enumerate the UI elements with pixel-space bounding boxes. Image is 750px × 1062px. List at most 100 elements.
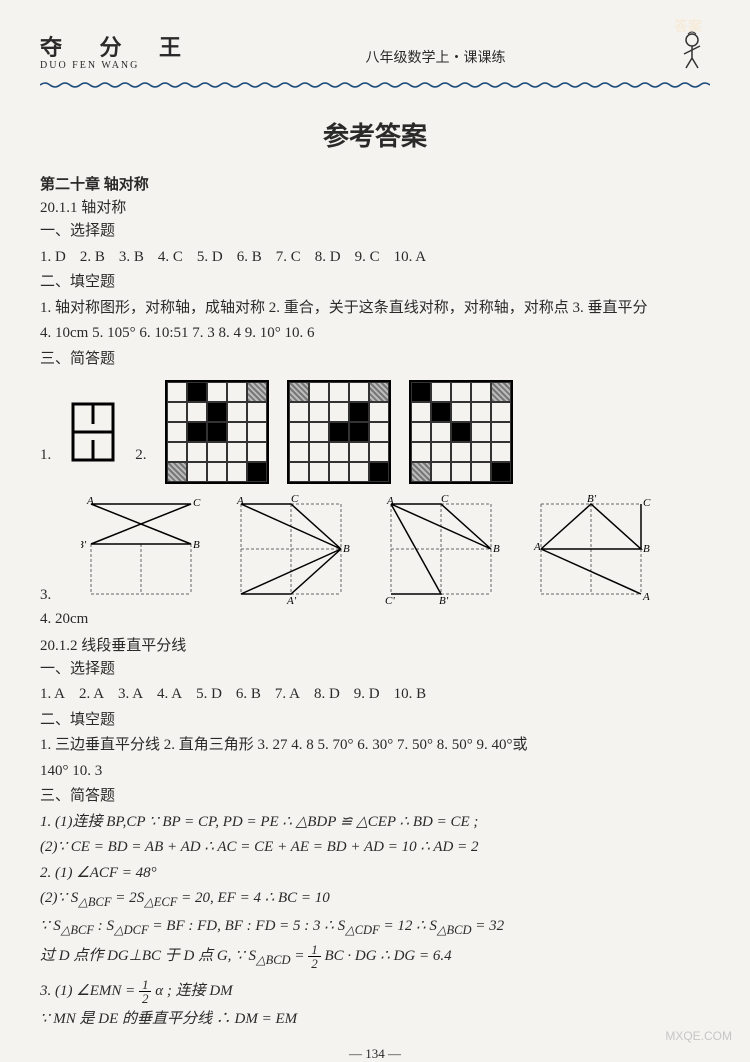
grid-cell [207,402,227,422]
choice-answer: 6. B [236,683,261,706]
brand: 夺 分 王 DUO FEN WANG [40,30,197,71]
grid-cell [247,422,267,442]
grid-cell [187,402,207,422]
grid-cell [309,462,329,482]
svg-text:B: B [343,543,350,555]
geom-fig-4: A B' C B A' [531,494,651,604]
grid-cell [309,422,329,442]
fill-line: 1. 轴对称图形，对称轴，成轴对称 2. 重合，关于这条直线对称，对称轴，对称点… [40,297,710,320]
grid-cell [451,382,471,402]
grid-cell [167,382,187,402]
grid-cell [309,382,329,402]
grid-cell [451,402,471,422]
grid-cell [349,402,369,422]
choice-answer: 2. A [79,683,104,706]
grid-cell [491,422,511,442]
geom-fig-1: A C B B' [81,494,201,604]
grid-cell [227,462,247,482]
answer-line: 1. (1)连接 BP,CP ∵ BP = CP, PD = PE ∴ △BDP… [40,811,710,834]
grid-cell [329,382,349,402]
grid-cell [369,442,389,462]
grid-cell [247,462,267,482]
grid-figure [287,380,391,484]
grid-cell [207,462,227,482]
grid-cell [309,402,329,422]
svg-text:C: C [193,497,201,509]
grid-cell [349,442,369,462]
choice-answer: 6. B [237,246,262,269]
answer-line: 4. 20cm [40,608,710,631]
short-label: 三、简答题 [40,348,710,371]
choice-answer: 3. B [119,246,144,269]
fill-line: 4. 10cm 5. 105° 6. 10:51 7. 3 8. 4 9. 10… [40,322,710,345]
fig-num: 2. [135,447,146,464]
fig-num: 1. [40,447,51,464]
geom-fig-2: A C B A' [231,494,351,604]
grid-cell [471,462,491,482]
answer-line: ∵ MN 是 DE 的垂直平分线 ∴ DM = EM [40,1008,710,1031]
grid-cell [411,442,431,462]
mascot-icon [674,30,710,70]
choice-answer: 9. D [354,683,380,706]
grid-cell [227,402,247,422]
grid-cell [369,422,389,442]
shape-e-icon [69,400,117,464]
svg-text:B: B [193,539,200,551]
fill-line: 1. 三边垂直平分线 2. 直角三角形 3. 27 4. 8 5. 70° 6.… [40,734,710,757]
choice-answer: 8. D [315,246,341,269]
grid-cell [329,442,349,462]
grid-cell [471,382,491,402]
svg-text:A: A [86,495,94,507]
subject-label: 八年级数学上・课课练 [366,47,506,67]
watermark-corner: 答案 [674,16,702,36]
grid-cell [167,462,187,482]
choice-answer: 8. D [314,683,340,706]
grid-cell [369,462,389,482]
grid-figure [409,380,513,484]
choice-answer: 7. A [275,683,300,706]
grid-cell [491,382,511,402]
grid-cell [431,382,451,402]
grid-cell [411,422,431,442]
grid-cell [329,462,349,482]
grid-cell [491,462,511,482]
grid-cell [247,402,267,422]
svg-text:B: B [493,543,500,555]
answer-line: ∵ S△BCF : S△DCF = BF : FD, BF : FD = 5 :… [40,915,710,940]
main-title: 参考答案 [40,116,710,153]
grid-cell [491,402,511,422]
section-20-1-1: 20.1.1 轴对称 [40,196,710,217]
grid-cell [289,382,309,402]
grid-cell [411,402,431,422]
answer-line: (2)∵ S△BCF = 2S△ECF = 20, EF = 4 ∴ BC = … [40,887,710,912]
svg-text:A: A [533,541,541,553]
svg-text:B': B' [587,494,597,505]
answer-line: (2)∵ CE = BD = AB + AD ∴ AC = CE + AE = … [40,836,710,859]
choice-answer: 4. C [158,246,183,269]
fig-num: 3. [40,587,51,604]
geom-fig-3: A C B C' B' [381,494,501,604]
grid-cell [289,402,309,422]
choice-answers: 1. D2. B3. B4. C5. D6. B7. C8. D9. C10. … [40,246,710,269]
grid-cell [247,382,267,402]
grid-cell [471,422,491,442]
grid-cell [289,462,309,482]
chapter-title: 第二十章 轴对称 [40,173,710,194]
svg-text:B: B [643,543,650,555]
svg-text:C: C [643,497,651,509]
grid-cell [471,402,491,422]
answer-line: 2. (1) ∠ACF = 48° [40,862,710,885]
answer-line: 过 D 点作 DG⊥BC 于 D 点 G, ∵ S△BCD = 12 BC · … [40,943,710,970]
fill-label: 二、填空题 [40,709,710,732]
svg-text:A: A [236,495,244,507]
grid-cell [187,382,207,402]
grid-cell [411,382,431,402]
grid-cell [167,442,187,462]
grid-cell [431,442,451,462]
grid-cell [207,442,227,462]
choice-answer: 1. A [40,683,65,706]
choice-answer: 5. D [197,246,223,269]
grid-cell [227,422,247,442]
choice-answer: 2. B [80,246,105,269]
grid-cell [329,422,349,442]
